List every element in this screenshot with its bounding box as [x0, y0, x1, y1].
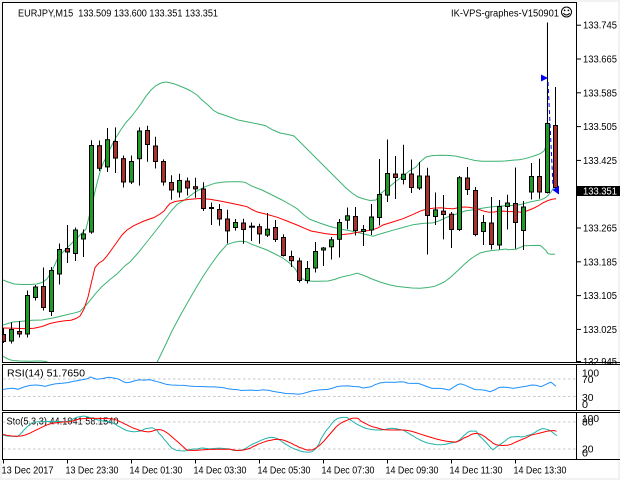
svg-text:70: 70 — [582, 375, 594, 386]
svg-text:133.025: 133.025 — [583, 325, 617, 336]
svg-text:132.945: 132.945 — [583, 357, 617, 368]
svg-text:133.585: 133.585 — [583, 88, 617, 99]
svg-text:14 Dec 01:30: 14 Dec 01:30 — [130, 466, 183, 477]
svg-text:133.425: 133.425 — [583, 156, 617, 167]
svg-text:13 Dec 2017: 13 Dec 2017 — [2, 466, 54, 477]
svg-text:30: 30 — [582, 393, 594, 404]
svg-text:100: 100 — [582, 414, 599, 425]
svg-text:14 Dec 03:30: 14 Dec 03:30 — [194, 466, 247, 477]
svg-text:20: 20 — [582, 445, 594, 456]
svg-text:RSI(14) 51.7650: RSI(14) 51.7650 — [7, 369, 85, 380]
svg-text:133.265: 133.265 — [583, 224, 617, 235]
svg-text:133.505: 133.505 — [583, 122, 617, 133]
svg-text:80: 80 — [582, 418, 594, 429]
svg-text:14 Dec 13:30: 14 Dec 13:30 — [514, 466, 567, 477]
svg-text:0: 0 — [582, 448, 588, 459]
svg-text:13 Dec 23:30: 13 Dec 23:30 — [66, 466, 119, 477]
svg-text:133.351: 133.351 — [583, 187, 617, 198]
svg-text:133.105: 133.105 — [583, 291, 617, 302]
svg-text:EURJPY,M15 133.509 133.600 13: EURJPY,M15 133.509 133.600 133.351 133.3… — [18, 9, 218, 20]
svg-text:100: 100 — [582, 368, 599, 379]
svg-text:133.185: 133.185 — [583, 257, 617, 268]
svg-text:14 Dec 09:30: 14 Dec 09:30 — [386, 466, 439, 477]
svg-text:133.665: 133.665 — [583, 55, 617, 66]
svg-text:133.745: 133.745 — [583, 21, 617, 32]
svg-text:IK-VPS-graphes-V150901: IK-VPS-graphes-V150901 — [451, 9, 559, 20]
svg-text:14 Dec 07:30: 14 Dec 07:30 — [322, 466, 375, 477]
svg-text:14 Dec 11:30: 14 Dec 11:30 — [450, 466, 503, 477]
svg-text:14 Dec 05:30: 14 Dec 05:30 — [258, 466, 311, 477]
svg-text:0: 0 — [582, 400, 588, 411]
